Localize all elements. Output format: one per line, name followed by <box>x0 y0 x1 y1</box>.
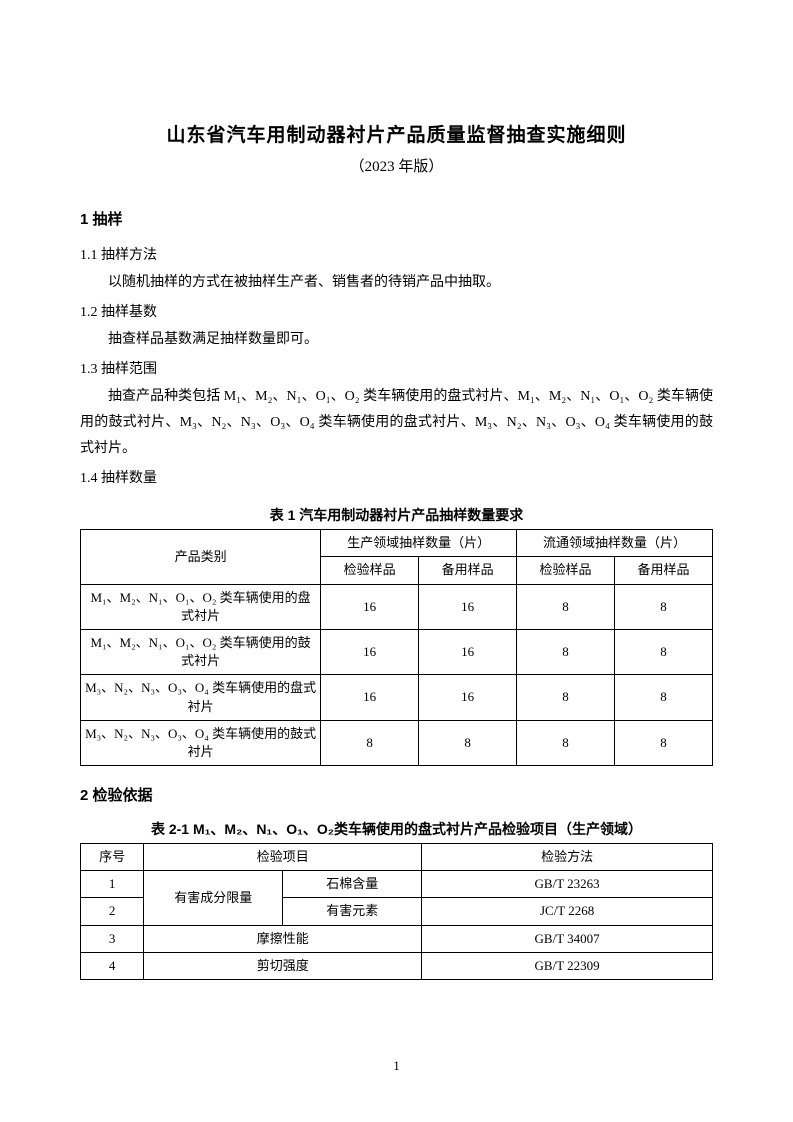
t1-cell: 8 <box>517 629 615 674</box>
t2-cell-method: GB/T 34007 <box>422 925 713 952</box>
t2-cell-sub: 有害元素 <box>283 898 422 925</box>
t1-header-backup: 备用样品 <box>615 557 713 584</box>
t1-cell: 16 <box>321 584 419 629</box>
t1-cell: 8 <box>615 675 713 720</box>
t2-cell-seq: 4 <box>81 952 144 979</box>
t1-cell: 16 <box>419 584 517 629</box>
t2-cell-method: GB/T 22309 <box>422 952 713 979</box>
t1-cell-product: M₃、N₂、N₃、O₃、O₄ 类车辆使用的盘式衬片 <box>81 675 321 720</box>
subsection-1-3-text: 抽查产品种类包括 M₁、M₂、N₁、O₁、O₂ 类车辆使用的盘式衬片、M₁、M₂… <box>80 384 713 462</box>
table-row: M₃、N₂、N₃、O₃、O₄ 类车辆使用的鼓式衬片 8 8 8 8 <box>81 720 713 765</box>
page-subtitle: （2023 年版） <box>80 155 713 176</box>
t2-header-seq: 序号 <box>81 844 144 871</box>
table-1: 产品类别 生产领域抽样数量（片） 流通领域抽样数量（片） 检验样品 备用样品 检… <box>80 529 713 766</box>
table-1-caption: 表 1 汽车用制动器衬片产品抽样数量要求 <box>80 505 713 525</box>
subsection-1-1-label: 1.1 抽样方法 <box>80 243 713 268</box>
section-2-heading: 2 检验依据 <box>80 784 713 805</box>
t2-cell-method: JC/T 2268 <box>422 898 713 925</box>
t2-cell-sub: 石棉含量 <box>283 871 422 898</box>
subsection-1-4-label: 1.4 抽样数量 <box>80 466 713 491</box>
t1-header-backup: 备用样品 <box>419 557 517 584</box>
t1-cell: 8 <box>517 584 615 629</box>
table-row: 产品类别 生产领域抽样数量（片） 流通领域抽样数量（片） <box>81 530 713 557</box>
t2-cell-merged: 有害成分限量 <box>144 871 283 925</box>
t1-header-product: 产品类别 <box>81 530 321 584</box>
t1-cell: 8 <box>419 720 517 765</box>
t2-cell-item: 摩擦性能 <box>144 925 422 952</box>
t1-cell-product: M₃、N₂、N₃、O₃、O₄ 类车辆使用的鼓式衬片 <box>81 720 321 765</box>
t2-cell-seq: 2 <box>81 898 144 925</box>
subsection-1-1-text: 以随机抽样的方式在被抽样生产者、销售者的待销产品中抽取。 <box>80 270 713 296</box>
t1-cell: 8 <box>517 675 615 720</box>
t1-cell: 8 <box>517 720 615 765</box>
t1-cell: 16 <box>419 675 517 720</box>
t2-header-item: 检验项目 <box>144 844 422 871</box>
table-row: 1 有害成分限量 石棉含量 GB/T 23263 <box>81 871 713 898</box>
t1-cell: 8 <box>321 720 419 765</box>
t1-header-prod-domain: 生产领域抽样数量（片） <box>321 530 517 557</box>
t2-header-method: 检验方法 <box>422 844 713 871</box>
t1-cell: 8 <box>615 629 713 674</box>
t1-cell: 16 <box>321 675 419 720</box>
section-1-heading: 1 抽样 <box>80 208 713 229</box>
t1-header-inspect: 检验样品 <box>321 557 419 584</box>
subsection-1-3-label: 1.3 抽样范围 <box>80 357 713 382</box>
t1-header-inspect: 检验样品 <box>517 557 615 584</box>
t1-cell-product: M₁、M₂、N₁、O₁、O₂ 类车辆使用的盘式衬片 <box>81 584 321 629</box>
subsection-1-2-text: 抽查样品基数满足抽样数量即可。 <box>80 327 713 353</box>
subsection-1-2-label: 1.2 抽样基数 <box>80 300 713 325</box>
t2-cell-seq: 3 <box>81 925 144 952</box>
t1-cell: 8 <box>615 584 713 629</box>
table-row: M₁、M₂、N₁、O₁、O₂ 类车辆使用的鼓式衬片 16 16 8 8 <box>81 629 713 674</box>
t2-cell-method: GB/T 23263 <box>422 871 713 898</box>
page-number: 1 <box>0 1058 793 1074</box>
t1-cell: 16 <box>419 629 517 674</box>
t1-cell: 8 <box>615 720 713 765</box>
table-row: 4 剪切强度 GB/T 22309 <box>81 952 713 979</box>
table-row: 3 摩擦性能 GB/T 34007 <box>81 925 713 952</box>
t1-header-circ-domain: 流通领域抽样数量（片） <box>517 530 713 557</box>
table-row: M₃、N₂、N₃、O₃、O₄ 类车辆使用的盘式衬片 16 16 8 8 <box>81 675 713 720</box>
table-2-caption: 表 2-1 M₁、M₂、N₁、O₁、O₂类车辆使用的盘式衬片产品检验项目（生产领… <box>80 819 713 839</box>
page-title: 山东省汽车用制动器衬片产品质量监督抽查实施细则 <box>80 120 713 147</box>
t1-cell-product: M₁、M₂、N₁、O₁、O₂ 类车辆使用的鼓式衬片 <box>81 629 321 674</box>
t2-cell-seq: 1 <box>81 871 144 898</box>
table-2: 序号 检验项目 检验方法 1 有害成分限量 石棉含量 GB/T 23263 2 … <box>80 843 713 980</box>
t1-cell: 16 <box>321 629 419 674</box>
table-row: 序号 检验项目 检验方法 <box>81 844 713 871</box>
t2-cell-item: 剪切强度 <box>144 952 422 979</box>
table-row: M₁、M₂、N₁、O₁、O₂ 类车辆使用的盘式衬片 16 16 8 8 <box>81 584 713 629</box>
